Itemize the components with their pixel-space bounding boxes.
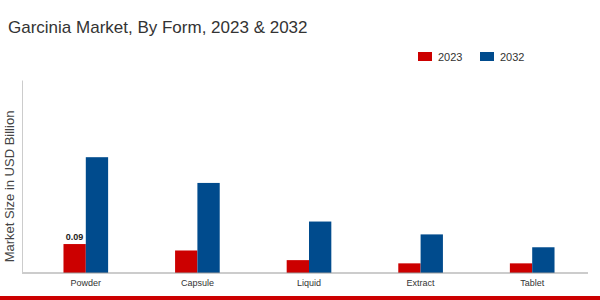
x-tick-label: Tablet — [520, 278, 545, 288]
y-axis-line — [22, 81, 23, 274]
bar — [510, 263, 532, 273]
x-tick-label: Capsule — [181, 278, 214, 288]
x-tick: Extract — [407, 273, 436, 288]
x-axis: Powder Capsule Liquid Extract Tablet — [22, 273, 588, 288]
x-tick-label: Powder — [71, 278, 102, 288]
legend-swatch — [480, 52, 494, 61]
bars — [63, 157, 554, 273]
legend-label: 2023 — [438, 51, 462, 63]
data-label: 0.09 — [66, 232, 84, 242]
x-tick-label: Extract — [407, 278, 436, 288]
footer-band — [0, 296, 600, 300]
legend-label: 2032 — [500, 51, 524, 63]
x-tick: Tablet — [520, 273, 545, 288]
bar — [421, 234, 443, 273]
bar — [532, 247, 554, 273]
bar — [287, 260, 309, 273]
x-tick: Capsule — [181, 273, 214, 288]
x-tick: Powder — [71, 273, 102, 288]
bar — [197, 183, 219, 273]
bar — [309, 222, 331, 273]
bar — [86, 157, 108, 273]
bar — [398, 263, 420, 273]
x-tick: Liquid — [297, 273, 321, 288]
bar — [63, 244, 85, 273]
title: Garcinia Market, By Form, 2023 & 2032 — [8, 18, 308, 37]
legend-swatch — [418, 52, 432, 61]
y-axis-title: Market Size in USD Billion — [2, 111, 17, 263]
chart: Garcinia Market, By Form, 2023 & 2032 Mar… — [0, 0, 600, 300]
x-axis-line — [22, 273, 588, 274]
bar — [175, 250, 197, 273]
x-tick-label: Liquid — [297, 278, 321, 288]
legend: 2023 2032 — [418, 51, 524, 63]
y-axis — [22, 81, 23, 274]
